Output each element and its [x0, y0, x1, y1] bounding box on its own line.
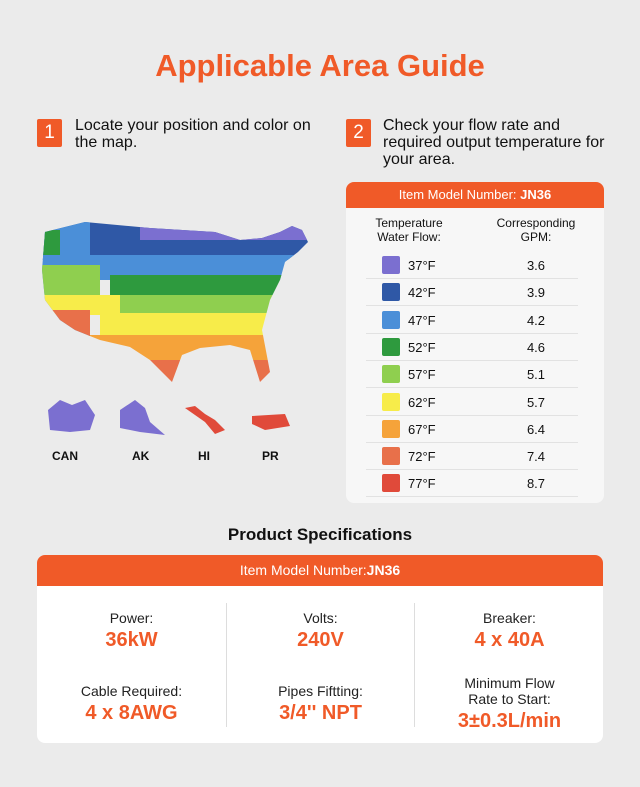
- temperature: 72°F: [408, 449, 436, 465]
- temperature: 77°F: [408, 476, 436, 492]
- spec-item: Volts: 240V: [226, 610, 415, 652]
- spec-label: Breaker:: [483, 610, 536, 626]
- table-header-model: JN36: [520, 187, 552, 202]
- spec-value: 3/4'' NPT: [279, 702, 362, 724]
- temperature: 67°F: [408, 421, 436, 437]
- spec-item: Breaker: 4 x 40A: [415, 610, 603, 652]
- table-header-label: Item Model Number:: [398, 187, 521, 202]
- gpm: 8.7: [526, 476, 546, 492]
- table-row: 47°F 4.2: [366, 307, 578, 334]
- title: Applicable Area Guide: [155, 48, 485, 83]
- flow-table: Item Model Number: JN36 Temperature Wate…: [346, 182, 604, 503]
- inset-label: AK: [132, 449, 150, 463]
- table-row: 42°F 3.9: [366, 279, 578, 307]
- map: [42, 222, 308, 435]
- spec-label: Pipes Fiftting:: [278, 683, 363, 699]
- temperature: 42°F: [408, 285, 436, 301]
- gpm: 5.1: [526, 367, 546, 383]
- table-row: 52°F 4.6: [366, 334, 578, 361]
- spec-item: Cable Required: 4 x 8AWG: [37, 683, 226, 725]
- gpm: 3.6: [526, 258, 546, 273]
- color-swatch: [382, 283, 400, 302]
- step-badge: 2: [346, 119, 371, 147]
- gpm: 5.7: [526, 394, 546, 410]
- color-swatch: [382, 256, 400, 274]
- column-header: Temperature Water Flow:: [375, 216, 443, 244]
- temperature: 57°F: [408, 367, 436, 383]
- gpm: 6.4: [526, 421, 546, 437]
- specs-title: Product Specifications: [227, 525, 413, 544]
- spec-item: Pipes Fiftting: 3/4'' NPT: [226, 683, 415, 725]
- gpm: 7.4: [526, 449, 546, 465]
- color-swatch: [382, 310, 400, 329]
- table-row: 77°F 8.7: [366, 470, 578, 498]
- specs-card: Item Model Number:JN36 Power: 36kW Volts: 2…: [37, 555, 603, 743]
- divider: [226, 603, 227, 727]
- spec-label: Volts:: [303, 610, 338, 626]
- table-row: 72°F 7.4: [366, 443, 578, 471]
- table-row: 37°F 3.6: [366, 252, 578, 279]
- color-swatch: [382, 419, 400, 438]
- step-badge: 1: [37, 119, 62, 147]
- inset-label: CAN: [52, 449, 78, 463]
- table-row: 67°F 6.4: [366, 416, 578, 443]
- spec-item: Minimum Flow Rate to Start: 3±0.3L/min: [415, 675, 603, 733]
- temperature: 47°F: [408, 312, 436, 328]
- color-swatch: [382, 365, 400, 384]
- temperature: 62°F: [408, 394, 436, 410]
- table-row: 62°F 5.7: [366, 389, 578, 416]
- inset-label: PR: [262, 449, 279, 463]
- step-text: Check your flow rate and required output…: [383, 117, 605, 168]
- spec-value: 240V: [297, 629, 344, 651]
- gpm: 3.9: [526, 285, 546, 301]
- spec-label: Power:: [109, 610, 154, 626]
- spec-label: Minimum Flow Rate to Start:: [464, 675, 555, 707]
- spec-value: 3±0.3L/min: [457, 710, 562, 732]
- color-swatch: [382, 474, 400, 493]
- color-swatch: [382, 447, 400, 466]
- specs-header-label: Item Model Number:: [239, 562, 367, 578]
- gpm: 4.2: [526, 312, 546, 328]
- gpm: 4.6: [526, 339, 546, 355]
- spec-value: 4 x 40A: [474, 629, 545, 651]
- color-swatch: [382, 337, 400, 356]
- color-swatch: [382, 392, 400, 411]
- temperature: 37°F: [408, 258, 436, 273]
- column-header: Corresponding GPM:: [496, 216, 576, 244]
- divider: [414, 603, 415, 727]
- spec-value: 4 x 8AWG: [85, 702, 178, 724]
- table-row: 57°F 5.1: [366, 361, 578, 389]
- temperature: 52°F: [408, 339, 436, 355]
- spec-value: 36kW: [105, 629, 158, 651]
- inset-label: HI: [198, 449, 210, 463]
- spec-item: Power: 36kW: [37, 610, 226, 652]
- specs-header-model: JN36: [366, 562, 401, 578]
- step-text: Locate your position and color on the ma…: [75, 117, 311, 151]
- spec-label: Cable Required:: [80, 683, 183, 699]
